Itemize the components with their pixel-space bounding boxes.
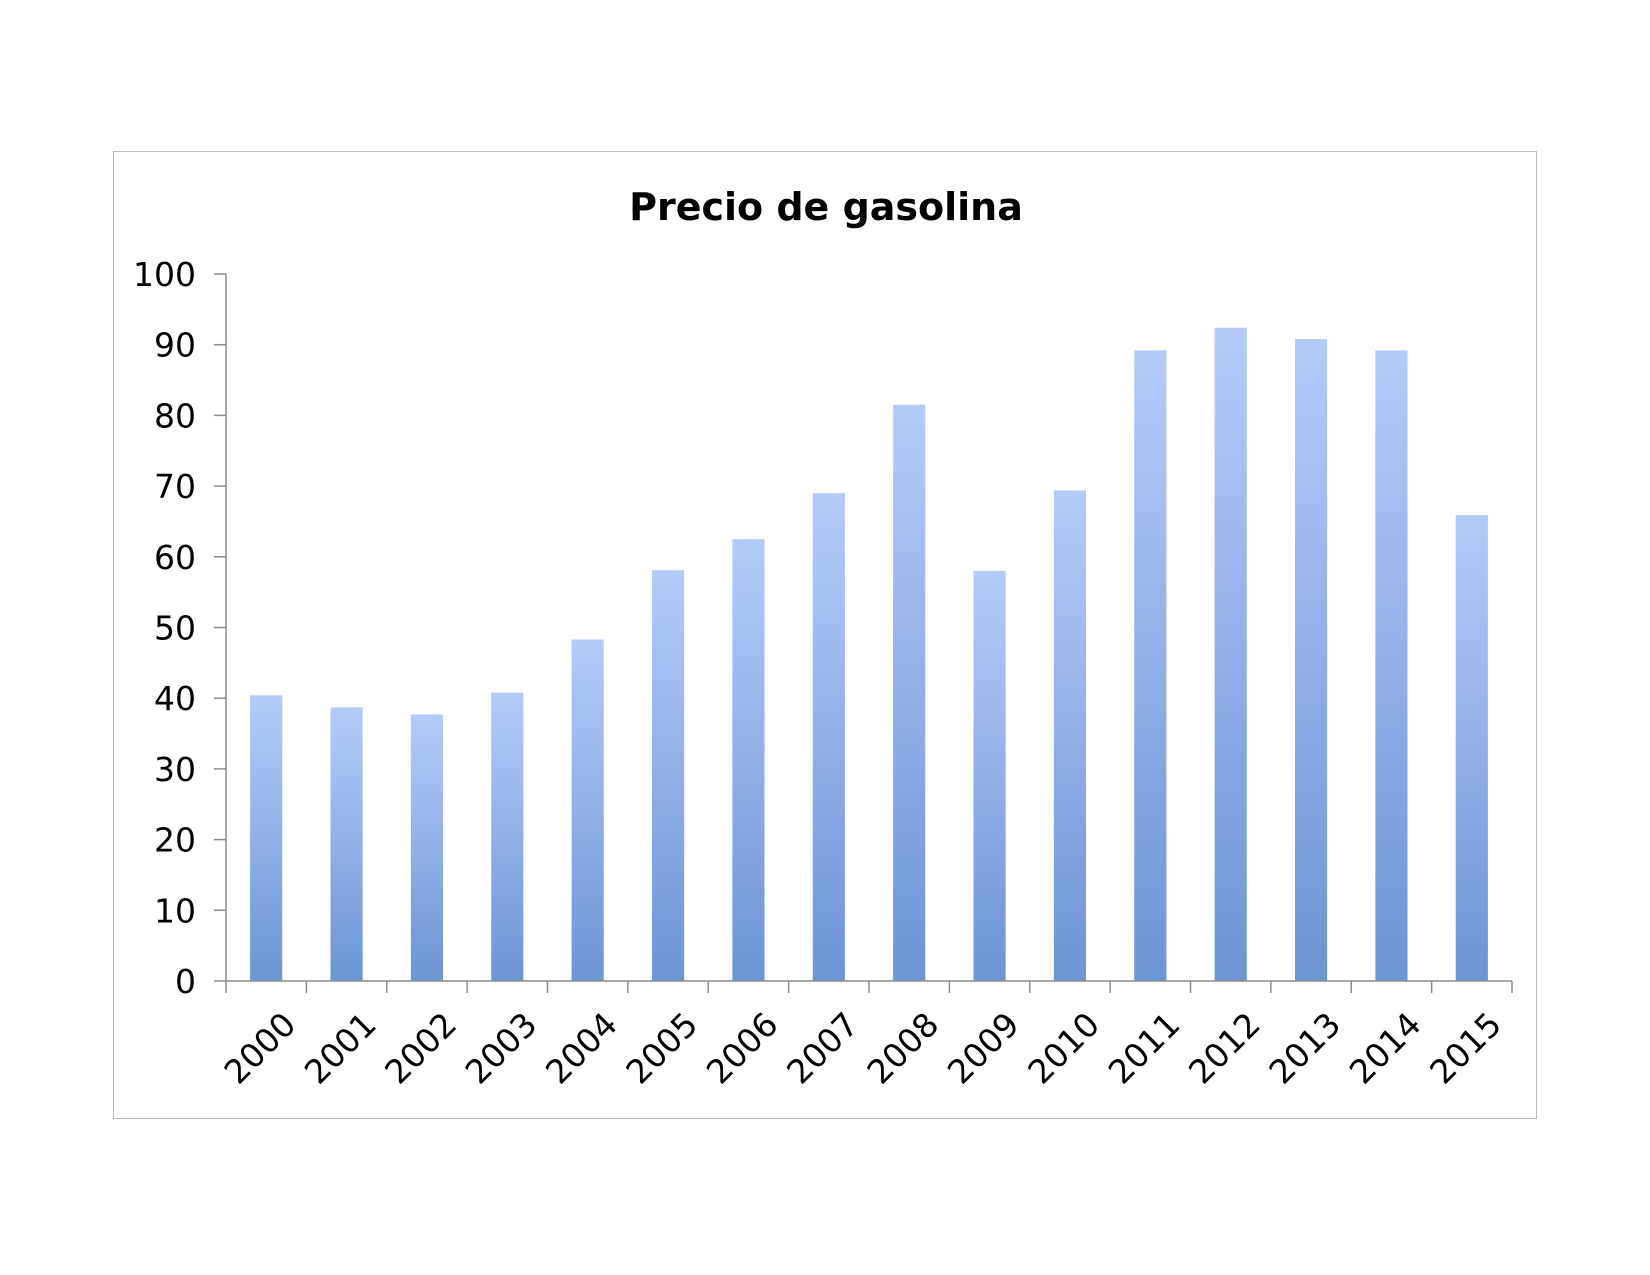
y-tick-label: 40: [154, 679, 196, 718]
y-tick-label: 100: [133, 255, 196, 294]
x-tick-label: 2010: [1020, 1005, 1107, 1092]
bar-2010: [1053, 490, 1087, 981]
x-tick-label: 2000: [216, 1005, 303, 1092]
x-tick-label: 2004: [538, 1005, 625, 1092]
y-tick-label: 30: [154, 750, 196, 789]
x-tick-label: 2015: [1422, 1005, 1509, 1092]
x-tick-label: 2011: [1101, 1005, 1188, 1092]
y-tick-label: 70: [154, 467, 196, 506]
y-tick-label: 60: [154, 538, 196, 577]
chart-title: Precio de gasolina: [629, 185, 1023, 229]
bar-2011: [1134, 350, 1167, 981]
bar-2015: [1455, 515, 1488, 981]
bar-2012: [1214, 327, 1247, 981]
bar-2001: [330, 707, 363, 981]
x-tick-label: 2012: [1181, 1005, 1268, 1092]
bar-2000: [250, 695, 283, 981]
bar-2009: [973, 570, 1006, 981]
x-tick-label: 2014: [1342, 1005, 1429, 1092]
x-tick-label: 2001: [297, 1005, 384, 1092]
y-tick-label: 50: [154, 609, 196, 648]
bar-2003: [491, 692, 524, 981]
bars: [250, 327, 1488, 981]
x-tick-label: 2007: [779, 1005, 866, 1092]
y-tick-label: 10: [154, 891, 196, 930]
bar-2008: [893, 404, 926, 981]
x-tick-label: 2002: [377, 1005, 464, 1092]
bar-2014: [1375, 350, 1408, 981]
bar-2007: [812, 493, 845, 981]
x-tick-label: 2005: [618, 1005, 705, 1092]
x-tick-label: 2006: [699, 1005, 786, 1092]
y-tick-label: 90: [154, 326, 196, 365]
x-axis: 2000200120022003200420052006200720082009…: [216, 980, 1513, 1092]
y-tick-label: 0: [175, 962, 196, 1001]
x-tick-label: 2009: [940, 1005, 1027, 1092]
y-tick-label: 80: [154, 396, 196, 435]
bar-2005: [651, 570, 685, 981]
x-tick-label: 2008: [859, 1005, 946, 1092]
bar-2002: [410, 714, 444, 981]
chart-area: Precio de gasolina 0 10 20 30 40 50 60 70 80 90 10…: [113, 151, 1537, 1119]
bar-2006: [732, 539, 765, 981]
bar-2004: [571, 639, 604, 981]
bar-2013: [1294, 339, 1328, 981]
y-tick-label: 20: [154, 821, 196, 860]
x-tick-label: 2003: [458, 1005, 545, 1092]
y-axis: 0 10 20 30 40 50 60 70 80 90 100: [133, 255, 227, 1001]
x-tick-label: 2013: [1261, 1005, 1348, 1092]
bar-chart: Precio de gasolina 0 10 20 30 40 50 60 70 80 90 10…: [133, 185, 1513, 1092]
